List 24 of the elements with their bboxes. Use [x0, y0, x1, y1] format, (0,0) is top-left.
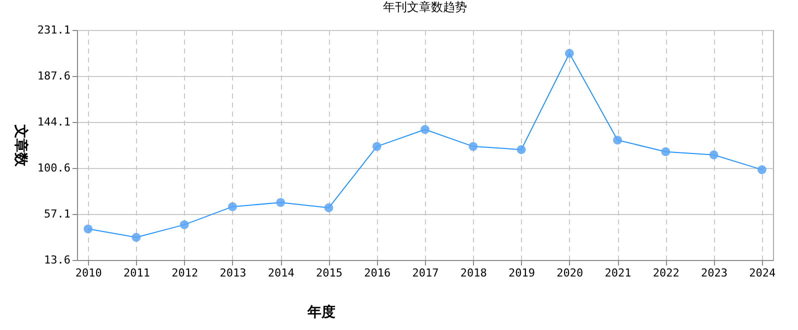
x-tick-label: 2010 [75, 266, 102, 280]
y-tick-label: 13.6 [44, 254, 70, 266]
x-tick-label: 2016 [364, 266, 391, 280]
x-axis-title: 年度 [306, 304, 336, 320]
y-tick-label: 100.6 [37, 162, 70, 174]
x-tick-label: 2022 [652, 266, 680, 280]
x-tick-label: 2011 [123, 266, 150, 280]
x-tick-label: 2023 [701, 266, 728, 280]
chart-title: 年刊文章数趋势 [383, 0, 467, 14]
y-tick-label: 144.1 [37, 116, 70, 128]
x-tick-label: 2012 [172, 266, 198, 280]
x-tick-label: 2024 [749, 266, 776, 280]
x-tick-label: 2014 [268, 266, 295, 280]
x-tick-label: 2020 [556, 266, 584, 280]
x-tick-label: 2015 [316, 266, 342, 280]
y-tick-label: 231.1 [37, 24, 70, 36]
y-tick-label: 57.1 [44, 208, 70, 220]
x-tick-label: 2017 [412, 266, 439, 280]
y-axis-title: 文章数 [12, 124, 30, 168]
x-tick-label: 2013 [220, 266, 246, 280]
y-tick-label: 187.6 [37, 70, 70, 82]
x-tick-label: 2018 [460, 266, 487, 280]
x-tick-label: 2021 [604, 266, 632, 280]
x-tick-label: 2019 [508, 266, 536, 280]
